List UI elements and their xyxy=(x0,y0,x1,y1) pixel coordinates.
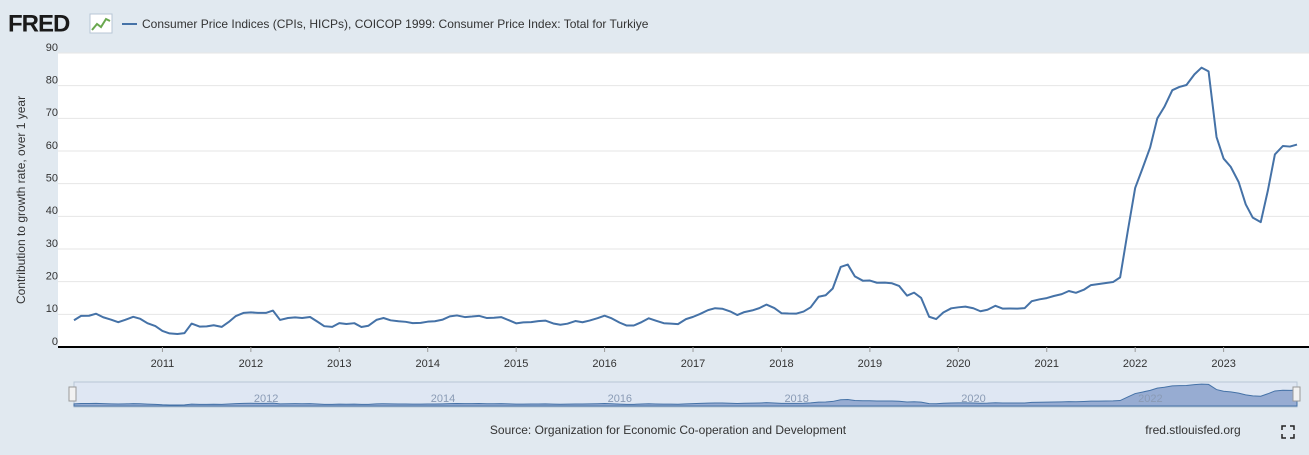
navigator-area xyxy=(73,383,1298,407)
y-tick-label: 30 xyxy=(46,238,58,250)
navigator-label: 2022 xyxy=(1138,393,1162,405)
x-tick-label: 2022 xyxy=(1123,358,1147,370)
x-tick-label: 2016 xyxy=(592,358,616,370)
y-tick-label: 90 xyxy=(46,42,58,54)
y-tick-label: 40 xyxy=(46,205,58,217)
x-tick-label: 2021 xyxy=(1034,358,1058,370)
logo-icon xyxy=(89,13,113,34)
x-tick-label: 2020 xyxy=(946,358,970,370)
y-tick-label: 70 xyxy=(46,107,58,119)
navigator-handle[interactable] xyxy=(1292,386,1301,402)
fullscreen-icon[interactable] xyxy=(1281,425,1295,439)
navigator-label: 2016 xyxy=(608,393,632,405)
source: Source: Organization for Economic Co-ope… xyxy=(490,423,847,437)
navigator-handles xyxy=(68,386,1301,402)
y-axis-label: Contribution to growth rate, over 1 year xyxy=(14,96,28,304)
x-tick-label: 2023 xyxy=(1211,358,1235,370)
navigator-label: 2018 xyxy=(784,393,808,405)
x-tick-label: 2017 xyxy=(681,358,705,370)
navigator-label: 2020 xyxy=(961,393,985,405)
y-tick-label: 0 xyxy=(52,336,58,348)
y-tick-label: 80 xyxy=(46,75,58,87)
x-tick-label: 2015 xyxy=(504,358,528,370)
y-tick-label: 20 xyxy=(46,271,58,283)
navigator-handle[interactable] xyxy=(68,386,77,402)
y-tick-label: 50 xyxy=(46,173,58,185)
x-tick-label: 2019 xyxy=(858,358,882,370)
x-tick-label: 2018 xyxy=(769,358,793,370)
fred-logo[interactable]: FRED xyxy=(8,10,71,37)
x-tick-label: 2012 xyxy=(239,358,263,370)
y-tick-label: 60 xyxy=(46,140,58,152)
x-tick-label: 2011 xyxy=(151,358,175,370)
legend-label[interactable]: Consumer Price Indices (CPIs, HICPs), CO… xyxy=(142,17,649,31)
plot-area xyxy=(58,53,1309,347)
site-link[interactable]: fred.stlouisfed.org xyxy=(1145,423,1240,437)
series-line xyxy=(73,66,1298,335)
navigator-label: 2012 xyxy=(254,393,278,405)
x-tick-label: 2013 xyxy=(327,358,351,370)
x-tick-label: 2014 xyxy=(415,358,439,370)
navigator-label: 2014 xyxy=(431,393,455,405)
y-tick-label: 10 xyxy=(46,303,58,315)
